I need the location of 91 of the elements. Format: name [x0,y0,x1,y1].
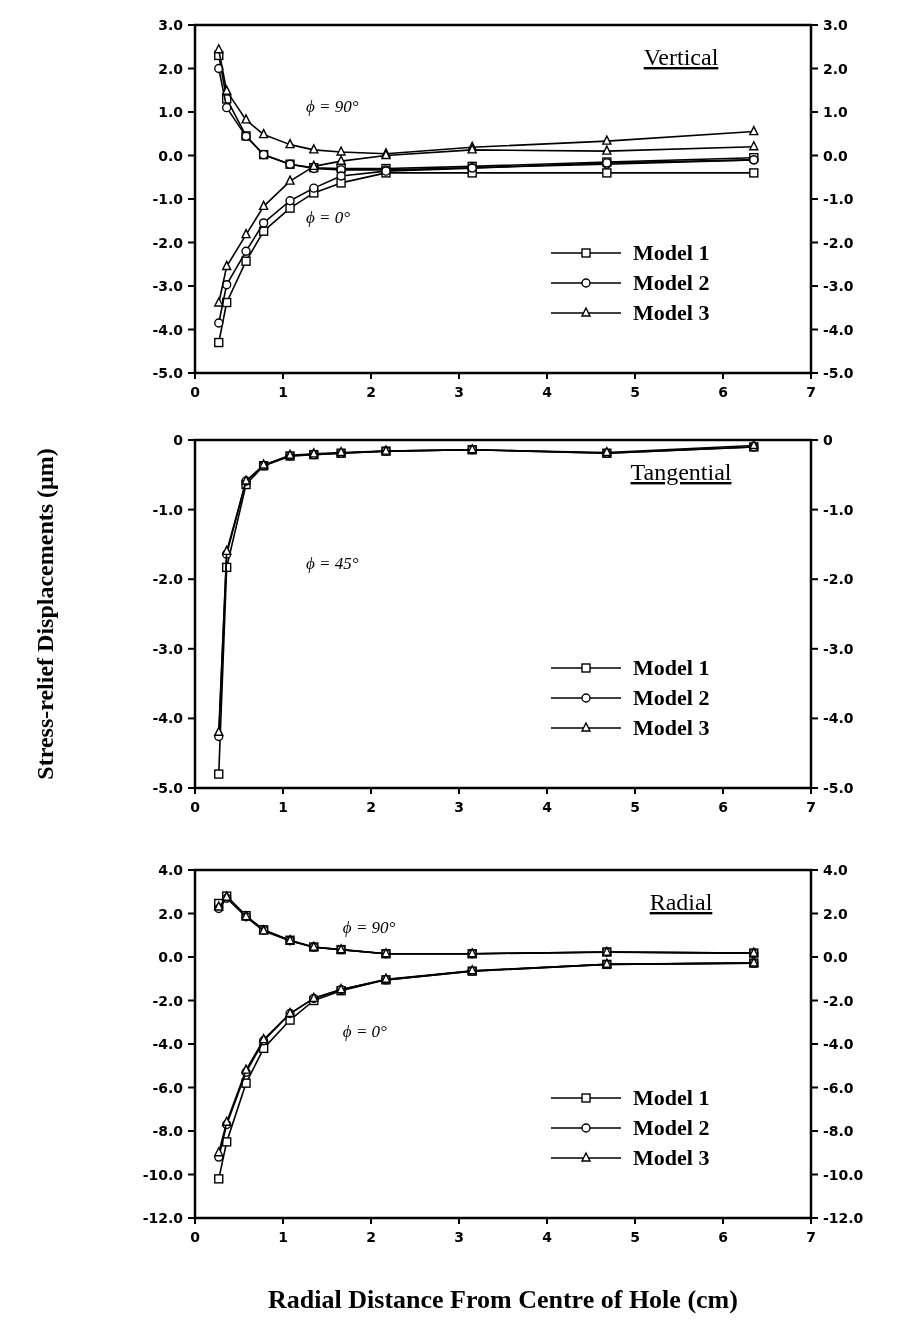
x-tick-label: 0 [190,384,201,400]
text: Radial [649,889,713,915]
text: Vertical [643,44,719,70]
y-axis-title: Stress-relief Displacements (μm) [32,448,58,780]
y-tick-label: 0.0 [158,949,184,965]
y2-tick-label: -10.0 [823,1166,864,1183]
y-tick-label: 1.0 [158,104,184,120]
y-tick-label: 0.0 [158,147,184,164]
annotation: ϕ = 0° [305,208,351,228]
y-tick-label: -2.0 [152,234,184,251]
y2-tick-label: -5.0 [823,780,854,796]
x-tick-label: 0 [190,799,201,815]
y2-tick-label: -2.0 [823,571,854,588]
x-tick-label: 2 [366,799,376,815]
legend-label: Model 3 [633,300,710,325]
x-tick-label: 4 [542,1229,553,1245]
annotation: ϕ = 90° [305,97,359,116]
y2-tick-label: -5.0 [823,365,854,381]
y-tick-label: -2.0 [152,571,184,588]
y-tick-label: -4.0 [152,1036,184,1052]
y2-tick-label: 3.0 [823,17,849,33]
y2-tick-label: -1.0 [823,191,854,207]
y2-tick-label: -2.0 [823,234,854,251]
x-tick-label: 4 [542,799,553,815]
x-tick-label: 3 [454,1229,464,1245]
x-tick-label: 5 [630,384,640,400]
y-tick-label: -3.0 [152,278,184,294]
y2-tick-label: -3.0 [823,278,854,294]
y-tick-label: 0 [173,432,184,448]
x-tick-label: 3 [454,799,464,815]
x-axis-title: Radial Distance From Centre of Hole (cm) [268,1285,738,1314]
x-tick-label: 5 [630,799,640,815]
x-tick-label: 6 [718,384,728,400]
y-tick-label: 2.0 [158,905,184,922]
x-tick-label: 0 [190,1229,201,1245]
legend-label: Model 3 [633,1145,710,1170]
y2-tick-label: 0.0 [823,949,849,965]
legend-label: Model 1 [633,655,710,680]
y2-tick-label: -4.0 [823,710,854,727]
y2-tick-label: 4.0 [823,862,849,878]
y-tick-label: -10.0 [142,1166,184,1183]
y-tick-label: 4.0 [158,862,184,878]
y2-tick-label: -3.0 [823,640,854,657]
y-tick-label: -5.0 [152,780,184,796]
x-tick-label: 5 [630,1229,640,1245]
y-tick-label: 2.0 [158,60,184,77]
y-tick-label: -3.0 [152,640,184,657]
y2-tick-label: 2.0 [823,905,849,922]
legend-label: Model 1 [633,1085,710,1110]
annotation: ϕ = 0° [342,1022,388,1042]
x-tick-label: 7 [806,1229,816,1245]
y-tick-label: -8.0 [152,1123,184,1139]
x-tick-label: 2 [366,1229,376,1245]
annotation: ϕ = 45° [305,553,359,573]
y2-tick-label: -4.0 [823,1036,854,1052]
x-tick-label: 2 [366,384,376,400]
x-tick-label: 3 [454,384,464,400]
y2-tick-label: -4.0 [823,321,854,338]
y-tick-label: -1.0 [152,501,184,518]
y-tick-label: -5.0 [152,365,184,381]
y-tick-label: 3.0 [158,17,184,33]
annotation: ϕ = 90° [342,917,396,937]
y2-tick-label: -6.0 [823,1079,854,1096]
x-tick-label: 6 [718,799,728,815]
legend-label: Model 2 [633,685,710,710]
y-tick-label: -6.0 [152,1079,184,1096]
y2-tick-label: 2.0 [823,60,849,77]
x-tick-label: 7 [806,799,816,815]
y-tick-label: -2.0 [152,992,184,1009]
y2-tick-label: 1.0 [823,104,849,120]
y2-tick-label: -2.0 [823,992,854,1009]
x-tick-label: 4 [542,384,553,400]
x-tick-label: 1 [278,799,288,815]
y2-tick-label: -1.0 [823,501,854,518]
y2-tick-label: -8.0 [823,1123,854,1139]
y-tick-label: -12.0 [142,1210,184,1226]
x-tick-label: 6 [718,1229,728,1245]
x-tick-label: 7 [806,384,816,400]
y-tick-label: -4.0 [152,321,184,338]
legend-label: Model 2 [633,270,710,295]
x-tick-label: 1 [278,1229,288,1245]
legend-label: Model 3 [633,715,710,740]
legend-label: Model 1 [633,240,710,265]
y2-tick-label: -12.0 [823,1210,864,1226]
legend-label: Model 2 [633,1115,710,1140]
y-tick-label: -4.0 [152,710,184,727]
y2-tick-label: 0 [823,432,833,448]
y-tick-label: -1.0 [152,191,184,207]
text: Tangential [630,459,732,485]
x-tick-label: 1 [278,384,288,400]
y2-tick-label: 0.0 [823,147,849,164]
